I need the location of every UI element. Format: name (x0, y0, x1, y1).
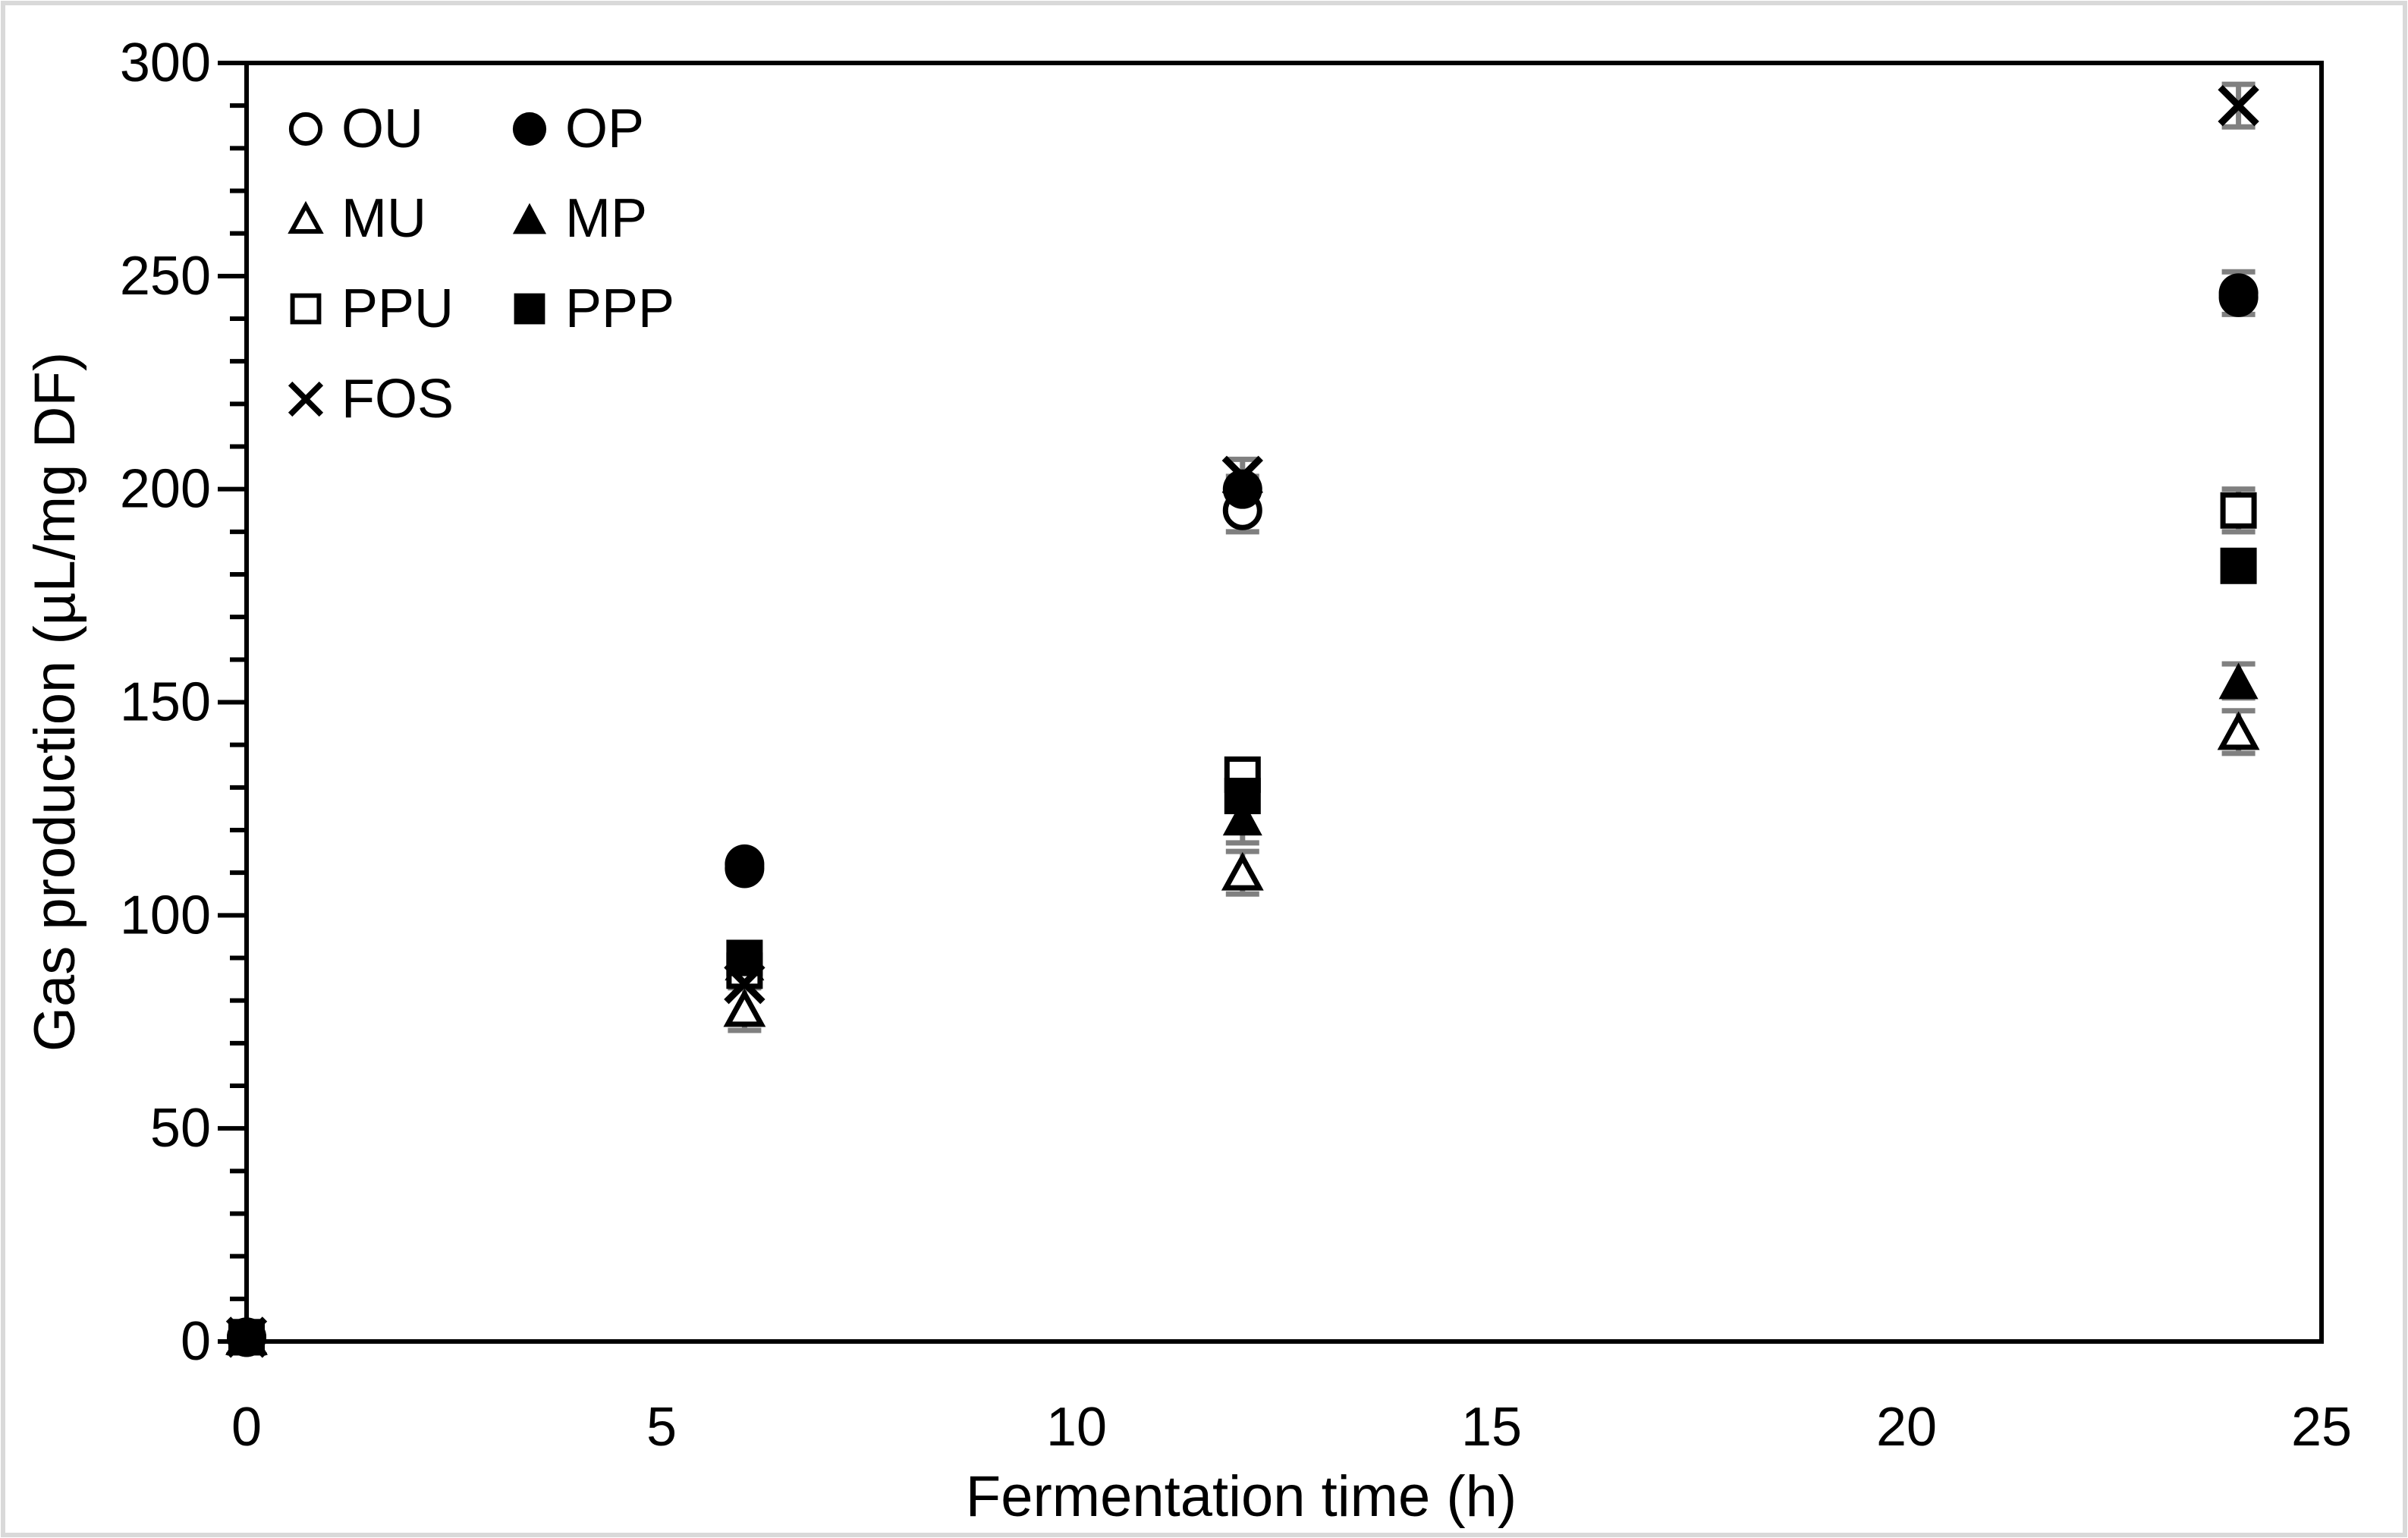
legend-marker-OU (288, 112, 323, 146)
marker-FOS-t12 (1221, 455, 1263, 497)
marker-MU-t6 (723, 988, 766, 1027)
x-tick-label: 5 (646, 1397, 677, 1458)
marker-MU-t24 (2217, 711, 2260, 750)
x-tick-label: 0 (231, 1397, 262, 1458)
y-tick-label: 100 (120, 885, 211, 945)
legend-label-FOS: FOS (341, 369, 454, 429)
marker-MP-t12 (1222, 799, 1262, 836)
x-axis-title: Fermentation time (h) (966, 1464, 1517, 1529)
legend-marker-FOS (288, 381, 324, 417)
x-tick-label: 25 (2291, 1397, 2352, 1458)
y-tick-label: 0 (181, 1311, 211, 1372)
marker-PPP-t12 (1224, 778, 1261, 815)
y-tick-label: 250 (120, 246, 211, 307)
y-tick-label: 50 (150, 1098, 211, 1159)
marker-PPU-t24 (2220, 492, 2257, 529)
legend-label-OP: OP (565, 99, 644, 159)
marker-MU-t12 (1221, 851, 1264, 891)
x-tick-label: 20 (1876, 1397, 1937, 1458)
y-tick-label: 200 (120, 459, 211, 520)
marker-OP-t6 (725, 844, 765, 884)
legend-marker-MU (288, 200, 324, 234)
legend-marker-OP (512, 112, 547, 146)
marker-FOS-t24 (2218, 84, 2259, 127)
marker-PPP-t24 (2220, 547, 2257, 584)
legend-label-OU: OU (341, 99, 423, 159)
marker-OP-t24 (2218, 273, 2259, 313)
legend-marker-PPP (514, 293, 545, 325)
marker-MP-t24 (2218, 662, 2259, 700)
marker-FOS-t6 (724, 963, 765, 1005)
legend-marker-PPU (290, 293, 322, 325)
legend-label-PPU: PPU (341, 278, 454, 339)
x-tick-label: 10 (1046, 1397, 1107, 1458)
y-tick-label: 300 (120, 33, 211, 93)
marker-OP-t12 (1222, 469, 1262, 509)
legend-label-PPP: PPP (565, 278, 674, 339)
legend-marker-MP (512, 203, 547, 234)
marker-FOS-t0 (225, 1316, 268, 1358)
legend-label-MP: MP (565, 188, 647, 249)
plot-area: 0 50 100 150 200 250 300 0 5 10 15 20 25 OU OP MU MP PPU P… (120, 33, 2352, 1458)
y-tick-label: 150 (120, 672, 211, 733)
legend-label-MU: MU (341, 188, 426, 249)
x-tick-label: 15 (1461, 1397, 1522, 1458)
y-axis-title: Gas production (µL/mg DF) (23, 352, 87, 1052)
